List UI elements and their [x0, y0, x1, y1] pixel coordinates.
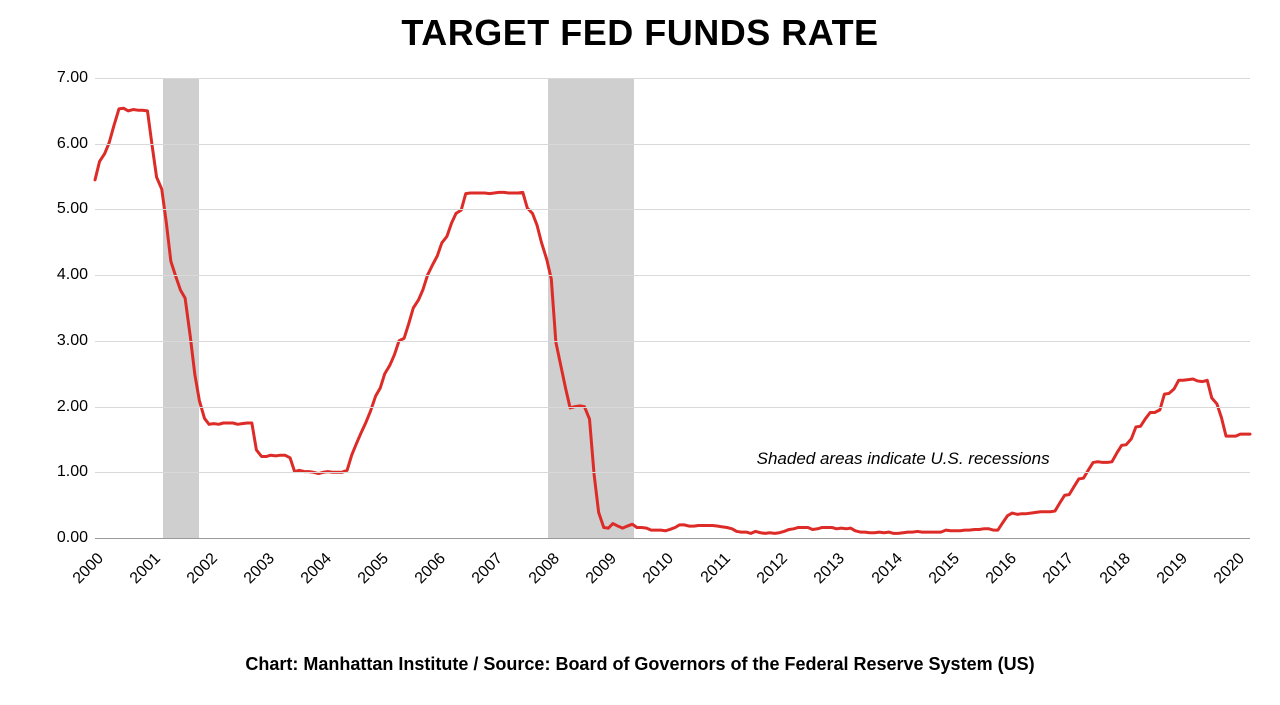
ytick-label: 0.00	[40, 529, 88, 547]
xtick-label: 2014	[868, 550, 906, 588]
xtick-label: 2019	[1154, 550, 1192, 588]
gridline	[95, 78, 1250, 79]
xtick-label: 2020	[1211, 550, 1249, 588]
xtick-label: 2015	[925, 550, 963, 588]
xtick-label: 2005	[355, 550, 393, 588]
xtick-label: 2009	[583, 550, 621, 588]
xtick-label: 2003	[241, 550, 279, 588]
ytick-label: 7.00	[40, 69, 88, 87]
chart-title: TARGET FED FUNDS RATE	[0, 12, 1280, 54]
xtick-label: 2004	[298, 550, 336, 588]
xtick-label: 2001	[127, 550, 165, 588]
ytick-label: 6.00	[40, 135, 88, 153]
chart-source: Chart: Manhattan Institute / Source: Boa…	[0, 654, 1280, 675]
gridline	[95, 209, 1250, 210]
ytick-label: 2.00	[40, 398, 88, 416]
ytick-label: 5.00	[40, 200, 88, 218]
xtick-label: 2006	[412, 550, 450, 588]
xtick-label: 2012	[754, 550, 792, 588]
gridline	[95, 275, 1250, 276]
gridline	[95, 341, 1250, 342]
plot-inner: Shaded areas indicate U.S. recessions	[95, 78, 1250, 539]
plot-area: Shaded areas indicate U.S. recessions 0.…	[40, 78, 1250, 560]
xtick-label: 2010	[640, 550, 678, 588]
gridline	[95, 407, 1250, 408]
xtick-label: 2000	[70, 550, 108, 588]
xtick-label: 2011	[698, 550, 735, 587]
xtick-label: 2002	[184, 550, 222, 588]
chart-container: TARGET FED FUNDS RATE Shaded areas indic…	[0, 0, 1280, 705]
xtick-label: 2016	[982, 550, 1020, 588]
xtick-label: 2017	[1039, 550, 1077, 588]
ytick-label: 3.00	[40, 332, 88, 350]
line-series	[95, 78, 1250, 538]
ytick-label: 1.00	[40, 463, 88, 481]
xtick-label: 2008	[526, 550, 564, 588]
xtick-label: 2018	[1096, 550, 1134, 588]
recession-annotation: Shaded areas indicate U.S. recessions	[757, 449, 1050, 469]
xtick-label: 2007	[469, 550, 507, 588]
gridline	[95, 472, 1250, 473]
xtick-label: 2013	[811, 550, 849, 588]
gridline	[95, 144, 1250, 145]
ytick-label: 4.00	[40, 266, 88, 284]
